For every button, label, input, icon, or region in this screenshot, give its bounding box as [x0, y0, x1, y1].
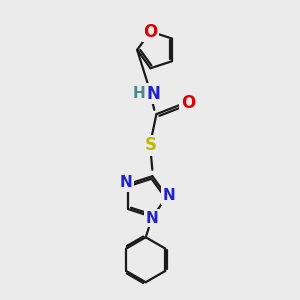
Text: N: N: [163, 188, 175, 203]
Text: O: O: [143, 22, 158, 40]
Text: S: S: [145, 136, 157, 154]
Text: N: N: [146, 85, 160, 103]
Text: O: O: [181, 94, 195, 112]
Text: H: H: [132, 86, 145, 101]
Text: N: N: [120, 176, 133, 190]
Text: N: N: [146, 211, 159, 226]
